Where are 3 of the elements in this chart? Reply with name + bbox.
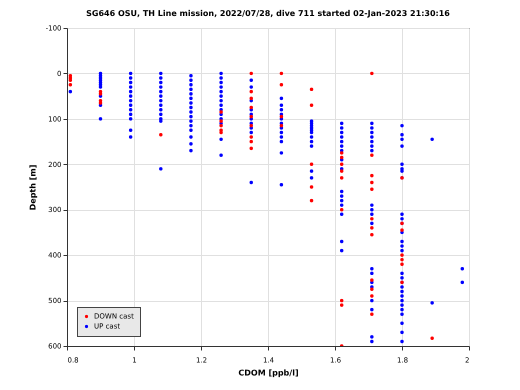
x-axis-title: CDOM [ppb/l] (238, 368, 299, 378)
chart-title: SG646 OSU, TH Line mission, 2022/07/28, dive 711 started 02-Jan-2023 21:30:16 (86, 9, 450, 18)
y-axis-title: Depth [m] (28, 164, 38, 210)
